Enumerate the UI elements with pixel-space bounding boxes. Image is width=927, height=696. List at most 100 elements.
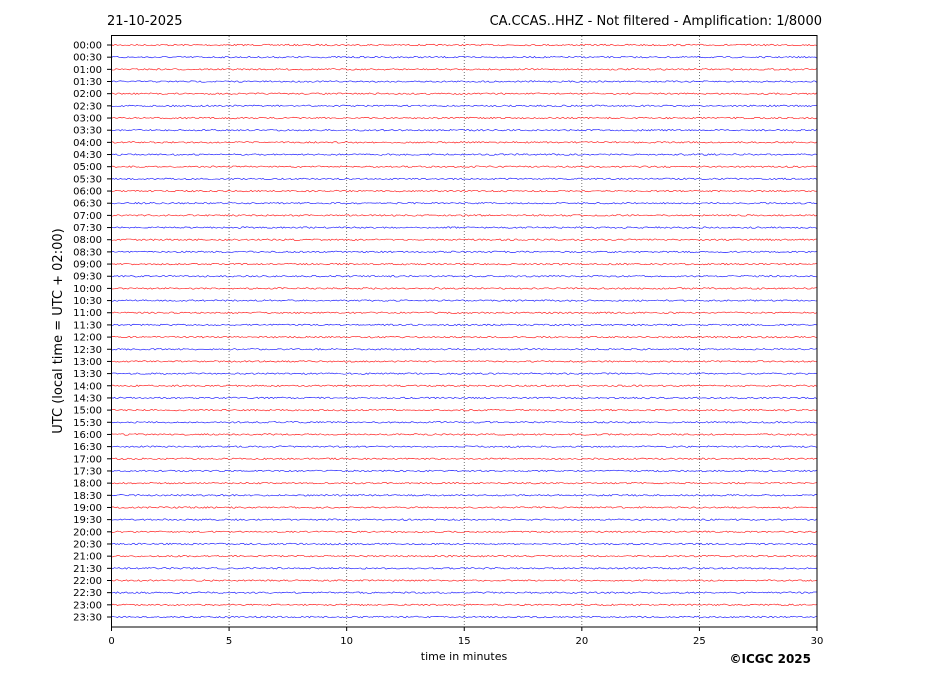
y-tick-label: 06:00 (73, 187, 102, 198)
y-tick-label: 22:30 (73, 588, 102, 599)
trace-20:30 (111, 542, 817, 546)
x-tick-label: 15 (458, 636, 471, 647)
trace-15:30 (111, 421, 817, 424)
y-tick-label: 09:30 (73, 272, 102, 283)
y-tick-label: 15:00 (73, 406, 102, 417)
trace-11:00 (111, 311, 817, 314)
trace-08:30 (111, 250, 817, 254)
trace-03:00 (111, 116, 817, 120)
y-tick-label: 20:00 (73, 527, 102, 538)
trace-16:30 (111, 445, 817, 448)
x-tick-label: 0 (108, 636, 114, 647)
trace-22:00 (111, 579, 817, 582)
y-tick-label: 17:30 (73, 466, 102, 477)
trace-12:30 (111, 348, 817, 351)
traces (111, 43, 817, 619)
trace-18:30 (111, 494, 817, 497)
y-tick-label: 11:30 (73, 320, 102, 331)
trace-05:00 (111, 165, 817, 168)
chart-title: CA.CCAS..HHZ - Not filtered - Amplificat… (490, 14, 822, 29)
trace-21:30 (111, 567, 817, 570)
trace-16:00 (111, 433, 817, 436)
trace-09:00 (111, 262, 817, 266)
trace-20:00 (111, 530, 817, 534)
y-tick-label: 13:30 (73, 369, 102, 380)
trace-22:30 (111, 591, 817, 594)
y-tick-label: 06:30 (73, 199, 102, 210)
x-axis-label: time in minutes (421, 650, 508, 663)
trace-00:00 (111, 43, 817, 47)
trace-23:30 (111, 615, 817, 619)
y-tick-label: 20:30 (73, 539, 102, 550)
y-tick-label: 05:30 (73, 174, 102, 185)
y-tick-label: 01:30 (73, 77, 102, 88)
x-tick-label: 30 (811, 636, 824, 647)
x-axis: 0 5 10 15 20 25 30 (108, 627, 823, 647)
trace-15:00 (111, 408, 817, 412)
y-tick-label: 14:30 (73, 393, 102, 404)
trace-23:00 (111, 603, 817, 607)
trace-19:00 (111, 506, 817, 509)
x-tick-label: 5 (226, 636, 232, 647)
chart-date: 21-10-2025 (107, 14, 183, 29)
y-tick-label: 03:00 (73, 114, 102, 125)
y-tick-label: 12:00 (73, 333, 102, 344)
trace-21:00 (111, 554, 817, 558)
y-tick-label: 17:00 (73, 454, 102, 465)
trace-19:30 (111, 518, 817, 521)
y-tick-label: 16:00 (73, 430, 102, 441)
trace-17:30 (111, 469, 817, 473)
trace-07:00 (111, 214, 817, 217)
y-tick-label: 08:00 (73, 235, 102, 246)
trace-12:00 (111, 335, 817, 339)
y-tick-label: 05:00 (73, 162, 102, 173)
trace-13:30 (111, 372, 817, 375)
grid-lines (228, 36, 700, 627)
trace-10:30 (111, 299, 817, 302)
y-tick-label: 01:00 (73, 65, 102, 76)
y-tick-label: 15:30 (73, 418, 102, 429)
y-axis-label: UTC (local time = UTC + 02:00) (51, 228, 66, 433)
trace-05:30 (111, 177, 817, 181)
trace-14:30 (111, 396, 817, 400)
y-tick-label: 00:00 (73, 41, 102, 52)
y-tick-label: 16:30 (73, 442, 102, 453)
y-tick-label: 23:00 (73, 600, 102, 611)
trace-03:30 (111, 128, 817, 132)
trace-04:30 (111, 153, 817, 156)
trace-11:30 (111, 323, 817, 327)
plot-frame (111, 35, 818, 628)
trace-08:00 (111, 238, 817, 241)
y-tick-label: 02:00 (73, 89, 102, 100)
y-tick-label: 04:00 (73, 138, 102, 149)
y-tick-label: 09:00 (73, 260, 102, 271)
y-tick-label: 08:30 (73, 247, 102, 258)
trace-09:30 (111, 274, 817, 278)
y-tick-label: 14:00 (73, 381, 102, 392)
y-tick-label: 21:30 (73, 564, 102, 575)
y-tick-label: 18:00 (73, 479, 102, 490)
y-tick-label: 22:00 (73, 576, 102, 587)
y-tick-label: 21:00 (73, 552, 102, 563)
y-tick-label: 23:30 (73, 613, 102, 624)
y-tick-label: 18:30 (73, 491, 102, 502)
y-tick-label: 11:00 (73, 308, 102, 319)
y-tick-label: 10:00 (73, 284, 102, 295)
trace-14:00 (111, 384, 817, 387)
trace-07:30 (111, 226, 817, 229)
y-tick-label: 12:30 (73, 345, 102, 356)
copyright: ©ICGC 2025 (729, 652, 811, 666)
x-tick-label: 20 (575, 636, 588, 647)
y-tick-label: 03:30 (73, 126, 102, 137)
trace-06:30 (111, 201, 817, 205)
trace-01:00 (111, 68, 817, 71)
y-tick-label: 19:30 (73, 515, 102, 526)
trace-06:00 (111, 189, 817, 193)
trace-04:00 (111, 141, 817, 144)
trace-18:00 (111, 481, 817, 485)
y-tick-label: 19:00 (73, 503, 102, 514)
y-tick-label: 04:30 (73, 150, 102, 161)
y-tick-label: 02:30 (73, 101, 102, 112)
